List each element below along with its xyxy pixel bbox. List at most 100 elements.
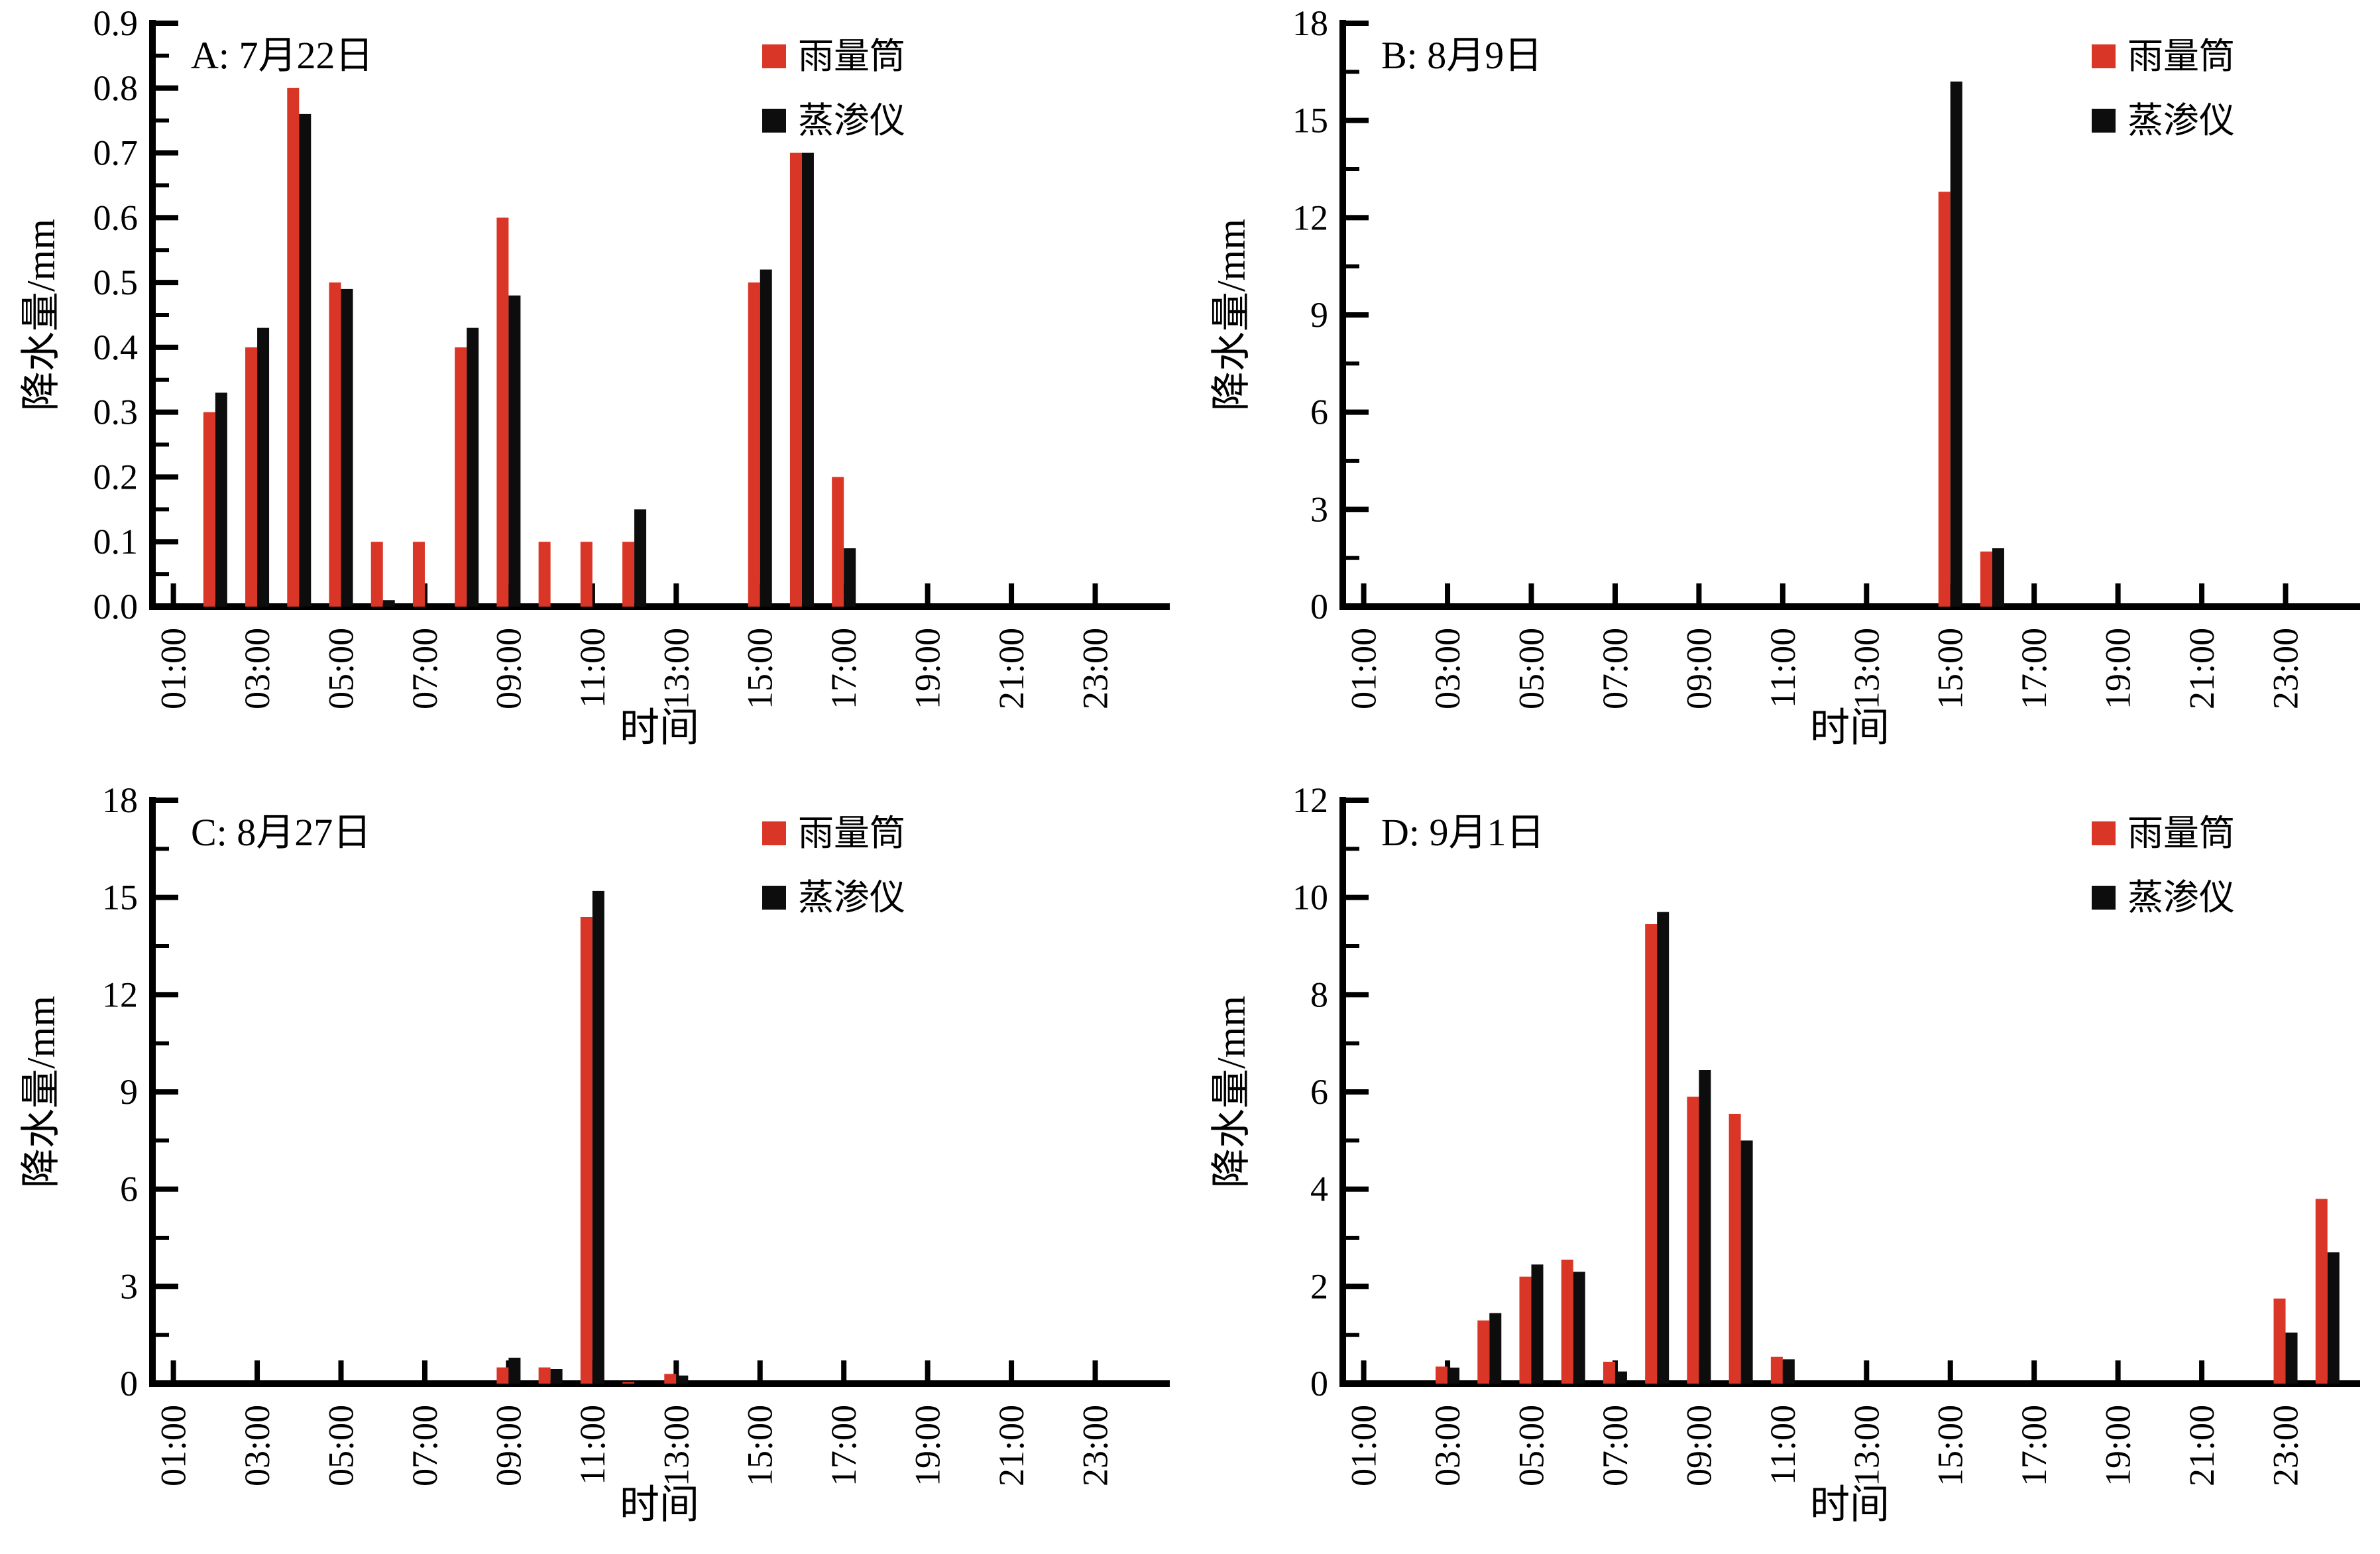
- bar-lysimeter-h9: [508, 1357, 521, 1384]
- x-tick-label: 21:00: [992, 628, 1031, 709]
- bar-lysimeter-h16: [801, 152, 814, 607]
- x-major-tick: [757, 1360, 763, 1380]
- bar-lysimeter-h12: [634, 509, 647, 607]
- y-axis-title: 降水量/mm: [1210, 219, 1253, 411]
- x-axis-title: 时间: [1810, 706, 1890, 750]
- y-tick-label: 0: [120, 1364, 138, 1404]
- x-tick-label: 13:00: [656, 628, 696, 709]
- y-tick-label: 0.1: [93, 522, 139, 562]
- x-tick-label: 07:00: [1595, 1405, 1635, 1486]
- y-minor-tick: [156, 1138, 169, 1143]
- x-tick-label: 03:00: [1428, 628, 1467, 709]
- y-major-tick: [1346, 409, 1369, 415]
- y-major-tick: [156, 1186, 178, 1192]
- bar-rain-gauge-h8: [1645, 924, 1658, 1384]
- bar-lysimeter-h3: [1447, 1367, 1460, 1384]
- x-tick-label: 15:00: [1931, 628, 1970, 709]
- bar-lysimeter-h15: [1950, 82, 1962, 607]
- y-minor-tick: [156, 944, 169, 948]
- y-major-tick: [156, 1284, 178, 1289]
- x-tick-label: 03:00: [1428, 1405, 1467, 1486]
- x-tick-label: 09:00: [1679, 1405, 1719, 1486]
- x-tick-label: 11:00: [573, 628, 612, 708]
- y-major-tick: [1346, 21, 1369, 26]
- x-axis-line: [1339, 603, 2360, 610]
- y-tick-label: 0.0: [93, 587, 139, 627]
- x-major-tick: [338, 1360, 344, 1380]
- x-major-tick: [1361, 1360, 1367, 1380]
- panel-a-chart: 0.0 0.1 0.2 0.3 0.4 0.5 0.6 0.7 0.8 0.9 01:00 03:00…: [0, 0, 1190, 777]
- x-tick-label: 01:00: [1344, 1405, 1384, 1486]
- legend-label-lysimeter: 蒸渗仪: [798, 101, 905, 141]
- x-tick-label: 19:00: [908, 1405, 948, 1486]
- y-major-tick: [1346, 312, 1369, 318]
- y-tick-label: 9: [120, 1072, 138, 1112]
- x-major-tick: [1361, 583, 1367, 603]
- x-major-tick: [1009, 1360, 1015, 1380]
- y-minor-tick: [156, 507, 169, 512]
- y-tick-label: 0.6: [93, 198, 139, 237]
- y-major-tick: [156, 798, 178, 803]
- y-minor-tick: [156, 183, 169, 188]
- y-tick-label: 8: [1310, 975, 1328, 1014]
- legend-swatch-rain_gauge: [2092, 44, 2116, 68]
- legend-label-rain_gauge: 雨量筒: [2127, 36, 2235, 76]
- y-minor-tick: [1346, 944, 1359, 948]
- x-tick-label: 19:00: [2098, 1405, 2138, 1486]
- y-tick-label: 6: [120, 1169, 138, 1209]
- x-major-tick: [841, 1360, 847, 1380]
- y-major-tick: [156, 894, 178, 900]
- bar-rain-gauge-h11: [580, 917, 593, 1384]
- y-major-tick: [156, 992, 178, 998]
- x-tick-label: 17:00: [2014, 1405, 2054, 1486]
- legend-swatch-lysimeter: [2092, 886, 2116, 910]
- x-tick-label: 17:00: [2014, 628, 2054, 709]
- x-major-tick: [1445, 583, 1451, 603]
- x-major-tick: [673, 1360, 679, 1380]
- y-major-tick: [156, 1381, 178, 1386]
- legend-swatch-lysimeter: [762, 109, 786, 133]
- bar-rain-gauge-h3: [1436, 1366, 1448, 1384]
- y-axis-title: 降水量/mm: [19, 219, 63, 411]
- x-tick-label: 11:00: [1763, 1405, 1803, 1485]
- x-tick-label: 21:00: [2182, 1405, 2222, 1486]
- y-tick-label: 0.5: [93, 263, 139, 302]
- y-minor-tick: [156, 53, 169, 58]
- bar-rain-gauge-h9: [496, 1367, 509, 1384]
- panel-c-chart: 0 3 6 9 12 15 18 01:00 03:00 05:00 07:00 09:00 11:00…: [0, 777, 1190, 1554]
- y-minor-tick: [156, 118, 169, 123]
- bar-rain-gauge-h7: [1603, 1362, 1615, 1384]
- bar-rain-gauge-h2: [203, 412, 215, 607]
- y-tick-label: 18: [1292, 3, 1328, 43]
- y-major-tick: [1346, 1381, 1369, 1386]
- y-major-tick: [156, 21, 178, 26]
- chart-svg-d: 0 2 4 6 8 10 12 01:00 03:00 05:00 07:00 09:00 11:00 1…: [1210, 780, 2360, 1527]
- bar-rain-gauge-h15: [748, 282, 760, 607]
- x-tick-label: 05:00: [1512, 1405, 1552, 1486]
- x-major-tick: [925, 583, 931, 603]
- bar-rain-gauge-h16: [789, 152, 802, 607]
- bar-rain-gauge-h8: [455, 347, 467, 607]
- bar-rain-gauge-h17: [832, 477, 844, 607]
- bar-lysimeter-h8: [1657, 912, 1670, 1384]
- legend-label-rain_gauge: 雨量筒: [798, 813, 905, 853]
- legend-label-lysimeter: 蒸渗仪: [2127, 878, 2235, 918]
- y-tick-label: 4: [1310, 1169, 1328, 1209]
- x-axis-title: 时间: [620, 706, 699, 750]
- x-major-tick: [1092, 1360, 1098, 1380]
- y-tick-label: 12: [1292, 780, 1328, 820]
- x-axis-line: [149, 603, 1170, 610]
- bar-rain-gauge-h6: [1561, 1260, 1573, 1384]
- y-minor-tick: [156, 313, 169, 317]
- x-tick-label: 01:00: [154, 1405, 194, 1486]
- x-major-tick: [1947, 1360, 1953, 1380]
- bar-lysimeter-h17: [844, 548, 856, 607]
- legend-swatch-rain_gauge: [762, 821, 786, 845]
- y-minor-tick: [1346, 1333, 1359, 1337]
- bar-lysimeter-h6: [1573, 1272, 1585, 1384]
- bar-lysimeter-h15: [760, 269, 772, 607]
- y-axis-title: 降水量/mm: [19, 996, 63, 1188]
- y-major-tick: [1346, 1186, 1369, 1192]
- x-major-tick: [925, 1360, 931, 1380]
- y-major-tick: [1346, 1089, 1369, 1095]
